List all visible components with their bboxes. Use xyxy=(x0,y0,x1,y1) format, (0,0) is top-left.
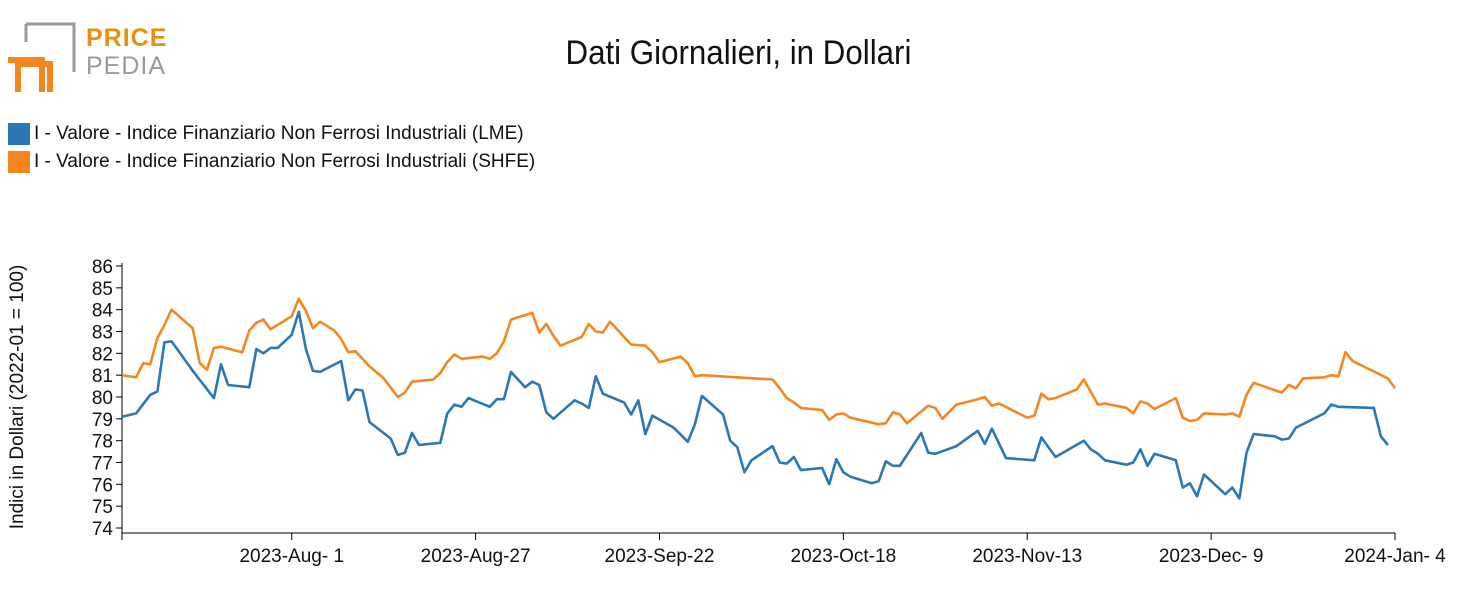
legend-item-lme: I - Valore - Indice Finanziario Non Ferr… xyxy=(8,120,535,148)
y-tick-label: 78 xyxy=(92,432,113,453)
y-tick-label: 76 xyxy=(92,475,113,496)
y-tick-label: 79 xyxy=(92,410,113,431)
y-tick-label: 80 xyxy=(92,388,113,409)
legend-item-shfe: I - Valore - Indice Finanziario Non Ferr… xyxy=(8,148,535,176)
y-tick-label: 84 xyxy=(92,301,114,322)
x-tick-label: 2023-Aug- 1 xyxy=(239,546,344,567)
y-tick-label: 85 xyxy=(92,279,113,300)
x-tick-label: 2023-Nov-13 xyxy=(972,546,1082,567)
legend-swatch-lme xyxy=(8,123,30,145)
legend-label-shfe: I - Valore - Indice Finanziario Non Ferr… xyxy=(34,151,536,172)
y-tick-label: 75 xyxy=(92,497,113,518)
logo-mark-icon xyxy=(8,22,76,92)
x-tick-label: 2023-Dec- 9 xyxy=(1159,546,1264,567)
series-line-shfe xyxy=(121,297,1397,426)
legend-swatch-shfe xyxy=(8,151,30,173)
legend-label-lme: I - Valore - Indice Finanziario Non Ferr… xyxy=(34,123,524,144)
x-tick-label: 2023-Aug-27 xyxy=(421,546,531,567)
chart-legend: I - Valore - Indice Finanziario Non Ferr… xyxy=(8,120,535,176)
logo-word-pedia: PEDIA xyxy=(86,52,167,80)
series-line-lme xyxy=(121,310,1389,500)
pricepedia-logo: PRICE PEDIA xyxy=(8,22,168,94)
chart-title: Dati Giornalieri, in Dollari xyxy=(565,34,912,72)
y-tick-label: 77 xyxy=(92,454,113,475)
y-tick-label: 86 xyxy=(92,257,113,278)
logo-word-price: PRICE xyxy=(86,24,168,52)
y-tick-label: 81 xyxy=(92,366,113,387)
y-tick-label: 74 xyxy=(92,519,114,540)
x-tick-label: 2024-Jan- 4 xyxy=(1344,546,1446,567)
chart-series-layer xyxy=(121,297,1397,500)
y-tick-label: 83 xyxy=(92,323,113,344)
y-tick-label: 82 xyxy=(92,344,113,365)
x-tick-label: 2023-Sep-22 xyxy=(605,546,715,567)
x-tick-label: 2023-Oct-18 xyxy=(791,546,897,567)
